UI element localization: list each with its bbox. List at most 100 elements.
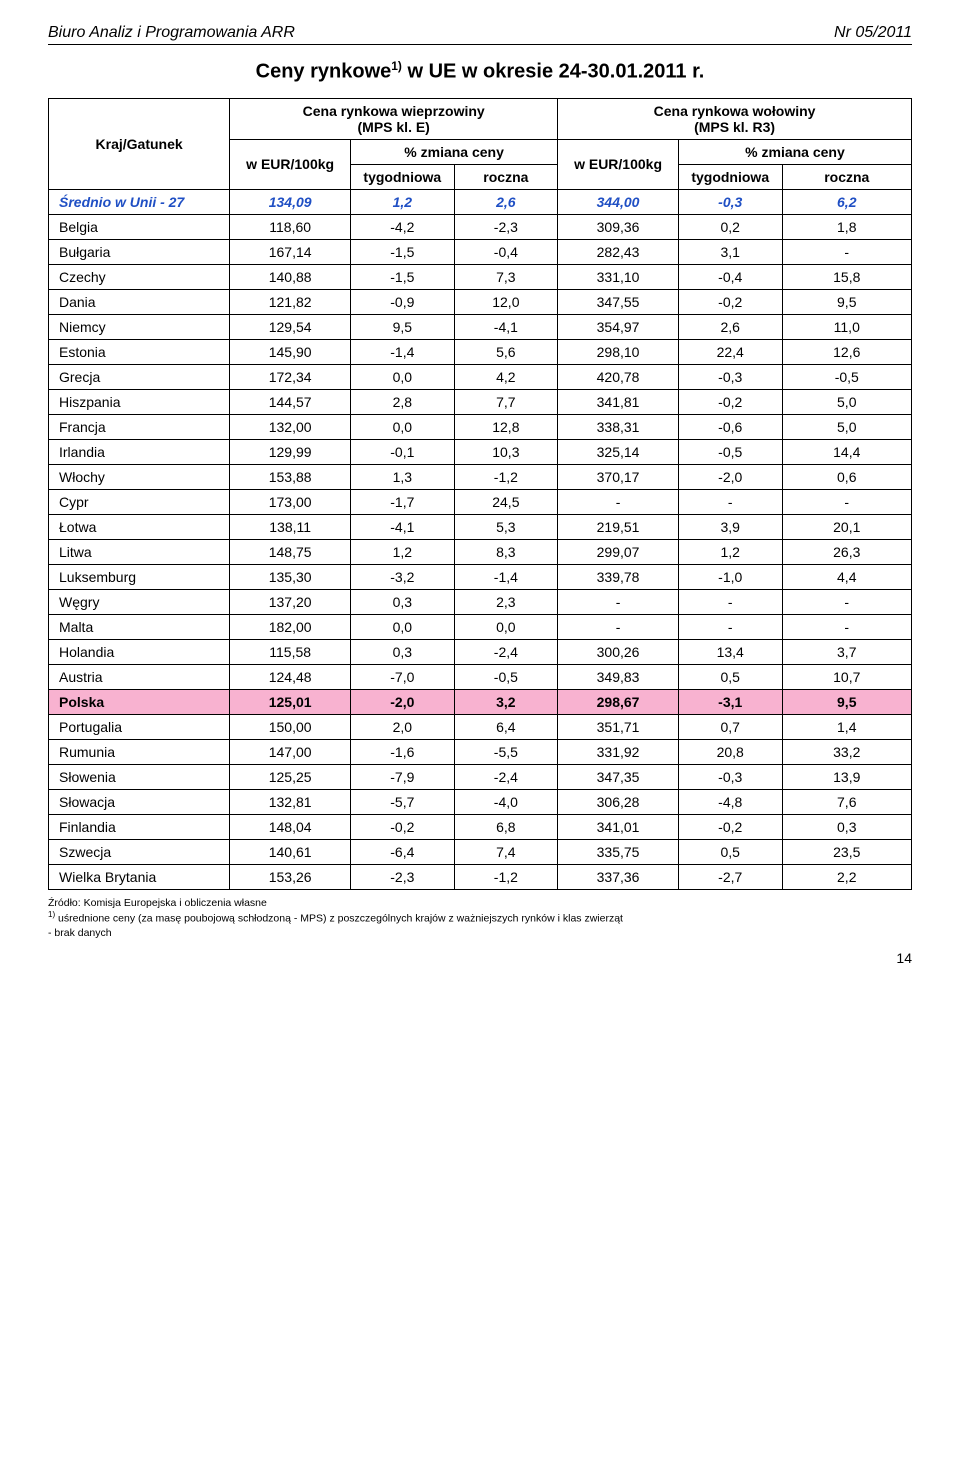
cell-beef-price: 354,97 bbox=[558, 314, 679, 339]
cell-beef-price: - bbox=[558, 589, 679, 614]
cell-country: Niemcy bbox=[49, 314, 230, 339]
table-row: Dania121,82-0,912,0347,55-0,29,5 bbox=[49, 289, 912, 314]
cell-country: Malta bbox=[49, 614, 230, 639]
cell-pork-price: 148,75 bbox=[230, 539, 351, 564]
cell-pork-week: -0,1 bbox=[351, 439, 455, 464]
cell-pork-year: 7,7 bbox=[454, 389, 558, 414]
cell-pork-year: 6,4 bbox=[454, 714, 558, 739]
cell-pork-price: 125,25 bbox=[230, 764, 351, 789]
cell-beef-price: 306,28 bbox=[558, 789, 679, 814]
cell-pork-price: 132,81 bbox=[230, 789, 351, 814]
table-row: Litwa148,751,28,3299,071,226,3 bbox=[49, 539, 912, 564]
cell-beef-price: 299,07 bbox=[558, 539, 679, 564]
cell-beef-year: 11,0 bbox=[782, 314, 912, 339]
cell-pork-year: 2,3 bbox=[454, 589, 558, 614]
cell-pork-week: -0,9 bbox=[351, 289, 455, 314]
cell-pork-price: 115,58 bbox=[230, 639, 351, 664]
table-row: Portugalia150,002,06,4351,710,71,4 bbox=[49, 714, 912, 739]
cell-pork-week: 0,3 bbox=[351, 639, 455, 664]
cell-beef-year: - bbox=[782, 489, 912, 514]
cell-beef-week: - bbox=[678, 614, 782, 639]
title-prefix: Ceny rynkowe bbox=[256, 61, 392, 83]
cell-pork-price: 167,14 bbox=[230, 239, 351, 264]
cell-country: Polska bbox=[49, 689, 230, 714]
cell-pork-year: -2,4 bbox=[454, 639, 558, 664]
cell-pork-price: 150,00 bbox=[230, 714, 351, 739]
cell-beef-year: - bbox=[782, 614, 912, 639]
cell-pork-week: 0,0 bbox=[351, 614, 455, 639]
cell-pork-year: 5,6 bbox=[454, 339, 558, 364]
cell-beef-week: 22,4 bbox=[678, 339, 782, 364]
table-row: Finlandia148,04-0,26,8341,01-0,20,3 bbox=[49, 814, 912, 839]
cell-pork-year: 4,2 bbox=[454, 364, 558, 389]
cell-pork-year: 0,0 bbox=[454, 614, 558, 639]
cell-pork-year: 2,6 bbox=[454, 189, 558, 214]
cell-pork-year: -4,1 bbox=[454, 314, 558, 339]
header-left: Biuro Analiz i Programowania ARR bbox=[48, 24, 295, 42]
cell-beef-price: 347,55 bbox=[558, 289, 679, 314]
cell-beef-price: 370,17 bbox=[558, 464, 679, 489]
th-pork-group: Cena rynkowa wieprzowiny (MPS kl. E) bbox=[230, 98, 558, 139]
cell-country: Słowenia bbox=[49, 764, 230, 789]
cell-beef-week: -0,3 bbox=[678, 764, 782, 789]
cell-pork-week: -1,6 bbox=[351, 739, 455, 764]
cell-pork-week: 1,2 bbox=[351, 539, 455, 564]
cell-beef-price: 347,35 bbox=[558, 764, 679, 789]
th-country: Kraj/Gatunek bbox=[49, 98, 230, 189]
cell-pork-year: -1,2 bbox=[454, 864, 558, 889]
cell-pork-week: -7,0 bbox=[351, 664, 455, 689]
table-row: Austria124,48-7,0-0,5349,830,510,7 bbox=[49, 664, 912, 689]
cell-pork-year: 7,4 bbox=[454, 839, 558, 864]
cell-beef-year: 7,6 bbox=[782, 789, 912, 814]
cell-pork-price: 132,00 bbox=[230, 414, 351, 439]
cell-country: Węgry bbox=[49, 589, 230, 614]
cell-pork-price: 135,30 bbox=[230, 564, 351, 589]
cell-country: Średnio w Unii - 27 bbox=[49, 189, 230, 214]
cell-pork-year: 7,3 bbox=[454, 264, 558, 289]
cell-beef-year: 23,5 bbox=[782, 839, 912, 864]
cell-pork-year: -5,5 bbox=[454, 739, 558, 764]
cell-pork-week: 2,8 bbox=[351, 389, 455, 414]
th-beef-group: Cena rynkowa wołowiny (MPS kl. R3) bbox=[558, 98, 912, 139]
table-row: Luksemburg135,30-3,2-1,4339,78-1,04,4 bbox=[49, 564, 912, 589]
cell-pork-year: 24,5 bbox=[454, 489, 558, 514]
cell-beef-week: - bbox=[678, 589, 782, 614]
cell-beef-price: 331,10 bbox=[558, 264, 679, 289]
cell-beef-year: - bbox=[782, 589, 912, 614]
cell-country: Cypr bbox=[49, 489, 230, 514]
cell-country: Słowacja bbox=[49, 789, 230, 814]
cell-pork-week: 2,0 bbox=[351, 714, 455, 739]
cell-beef-price: 344,00 bbox=[558, 189, 679, 214]
cell-beef-week: -0,3 bbox=[678, 189, 782, 214]
cell-pork-week: 1,2 bbox=[351, 189, 455, 214]
cell-pork-price: 140,61 bbox=[230, 839, 351, 864]
cell-country: Luksemburg bbox=[49, 564, 230, 589]
th-beef-change: % zmiana ceny bbox=[678, 139, 911, 164]
cell-pork-week: 0,0 bbox=[351, 364, 455, 389]
table-row: Malta182,000,00,0--- bbox=[49, 614, 912, 639]
cell-beef-price: 309,36 bbox=[558, 214, 679, 239]
cell-beef-year: 4,4 bbox=[782, 564, 912, 589]
title-sup: 1) bbox=[391, 59, 402, 73]
cell-pork-year: 12,8 bbox=[454, 414, 558, 439]
cell-beef-price: 335,75 bbox=[558, 839, 679, 864]
cell-country: Belgia bbox=[49, 214, 230, 239]
cell-pork-price: 172,34 bbox=[230, 364, 351, 389]
cell-pork-price: 121,82 bbox=[230, 289, 351, 314]
cell-beef-year: 9,5 bbox=[782, 689, 912, 714]
cell-beef-week: 2,6 bbox=[678, 314, 782, 339]
cell-beef-week: -0,2 bbox=[678, 389, 782, 414]
cell-country: Bułgaria bbox=[49, 239, 230, 264]
cell-beef-price: 337,36 bbox=[558, 864, 679, 889]
cell-country: Austria bbox=[49, 664, 230, 689]
cell-country: Portugalia bbox=[49, 714, 230, 739]
cell-pork-price: 144,57 bbox=[230, 389, 351, 414]
cell-pork-price: 134,09 bbox=[230, 189, 351, 214]
cell-country: Łotwa bbox=[49, 514, 230, 539]
cell-pork-price: 173,00 bbox=[230, 489, 351, 514]
doc-header: Biuro Analiz i Programowania ARR Nr 05/2… bbox=[48, 24, 912, 45]
cell-pork-week: -2,0 bbox=[351, 689, 455, 714]
cell-beef-week: -2,0 bbox=[678, 464, 782, 489]
cell-pork-week: -4,2 bbox=[351, 214, 455, 239]
cell-beef-year: 2,2 bbox=[782, 864, 912, 889]
